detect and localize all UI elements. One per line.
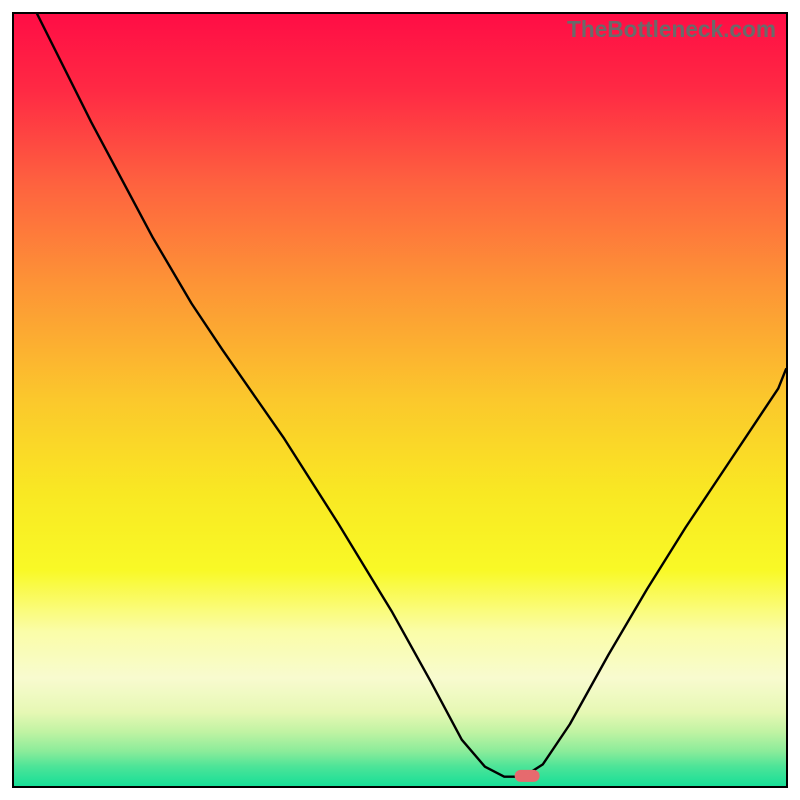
- bottleneck-curve: [37, 14, 786, 777]
- watermark-text: TheBottleneck.com: [567, 16, 776, 43]
- curve-layer: [14, 14, 786, 786]
- trough-marker: [515, 770, 540, 782]
- plot-area: [12, 12, 788, 788]
- chart-container: TheBottleneck.com: [0, 0, 800, 800]
